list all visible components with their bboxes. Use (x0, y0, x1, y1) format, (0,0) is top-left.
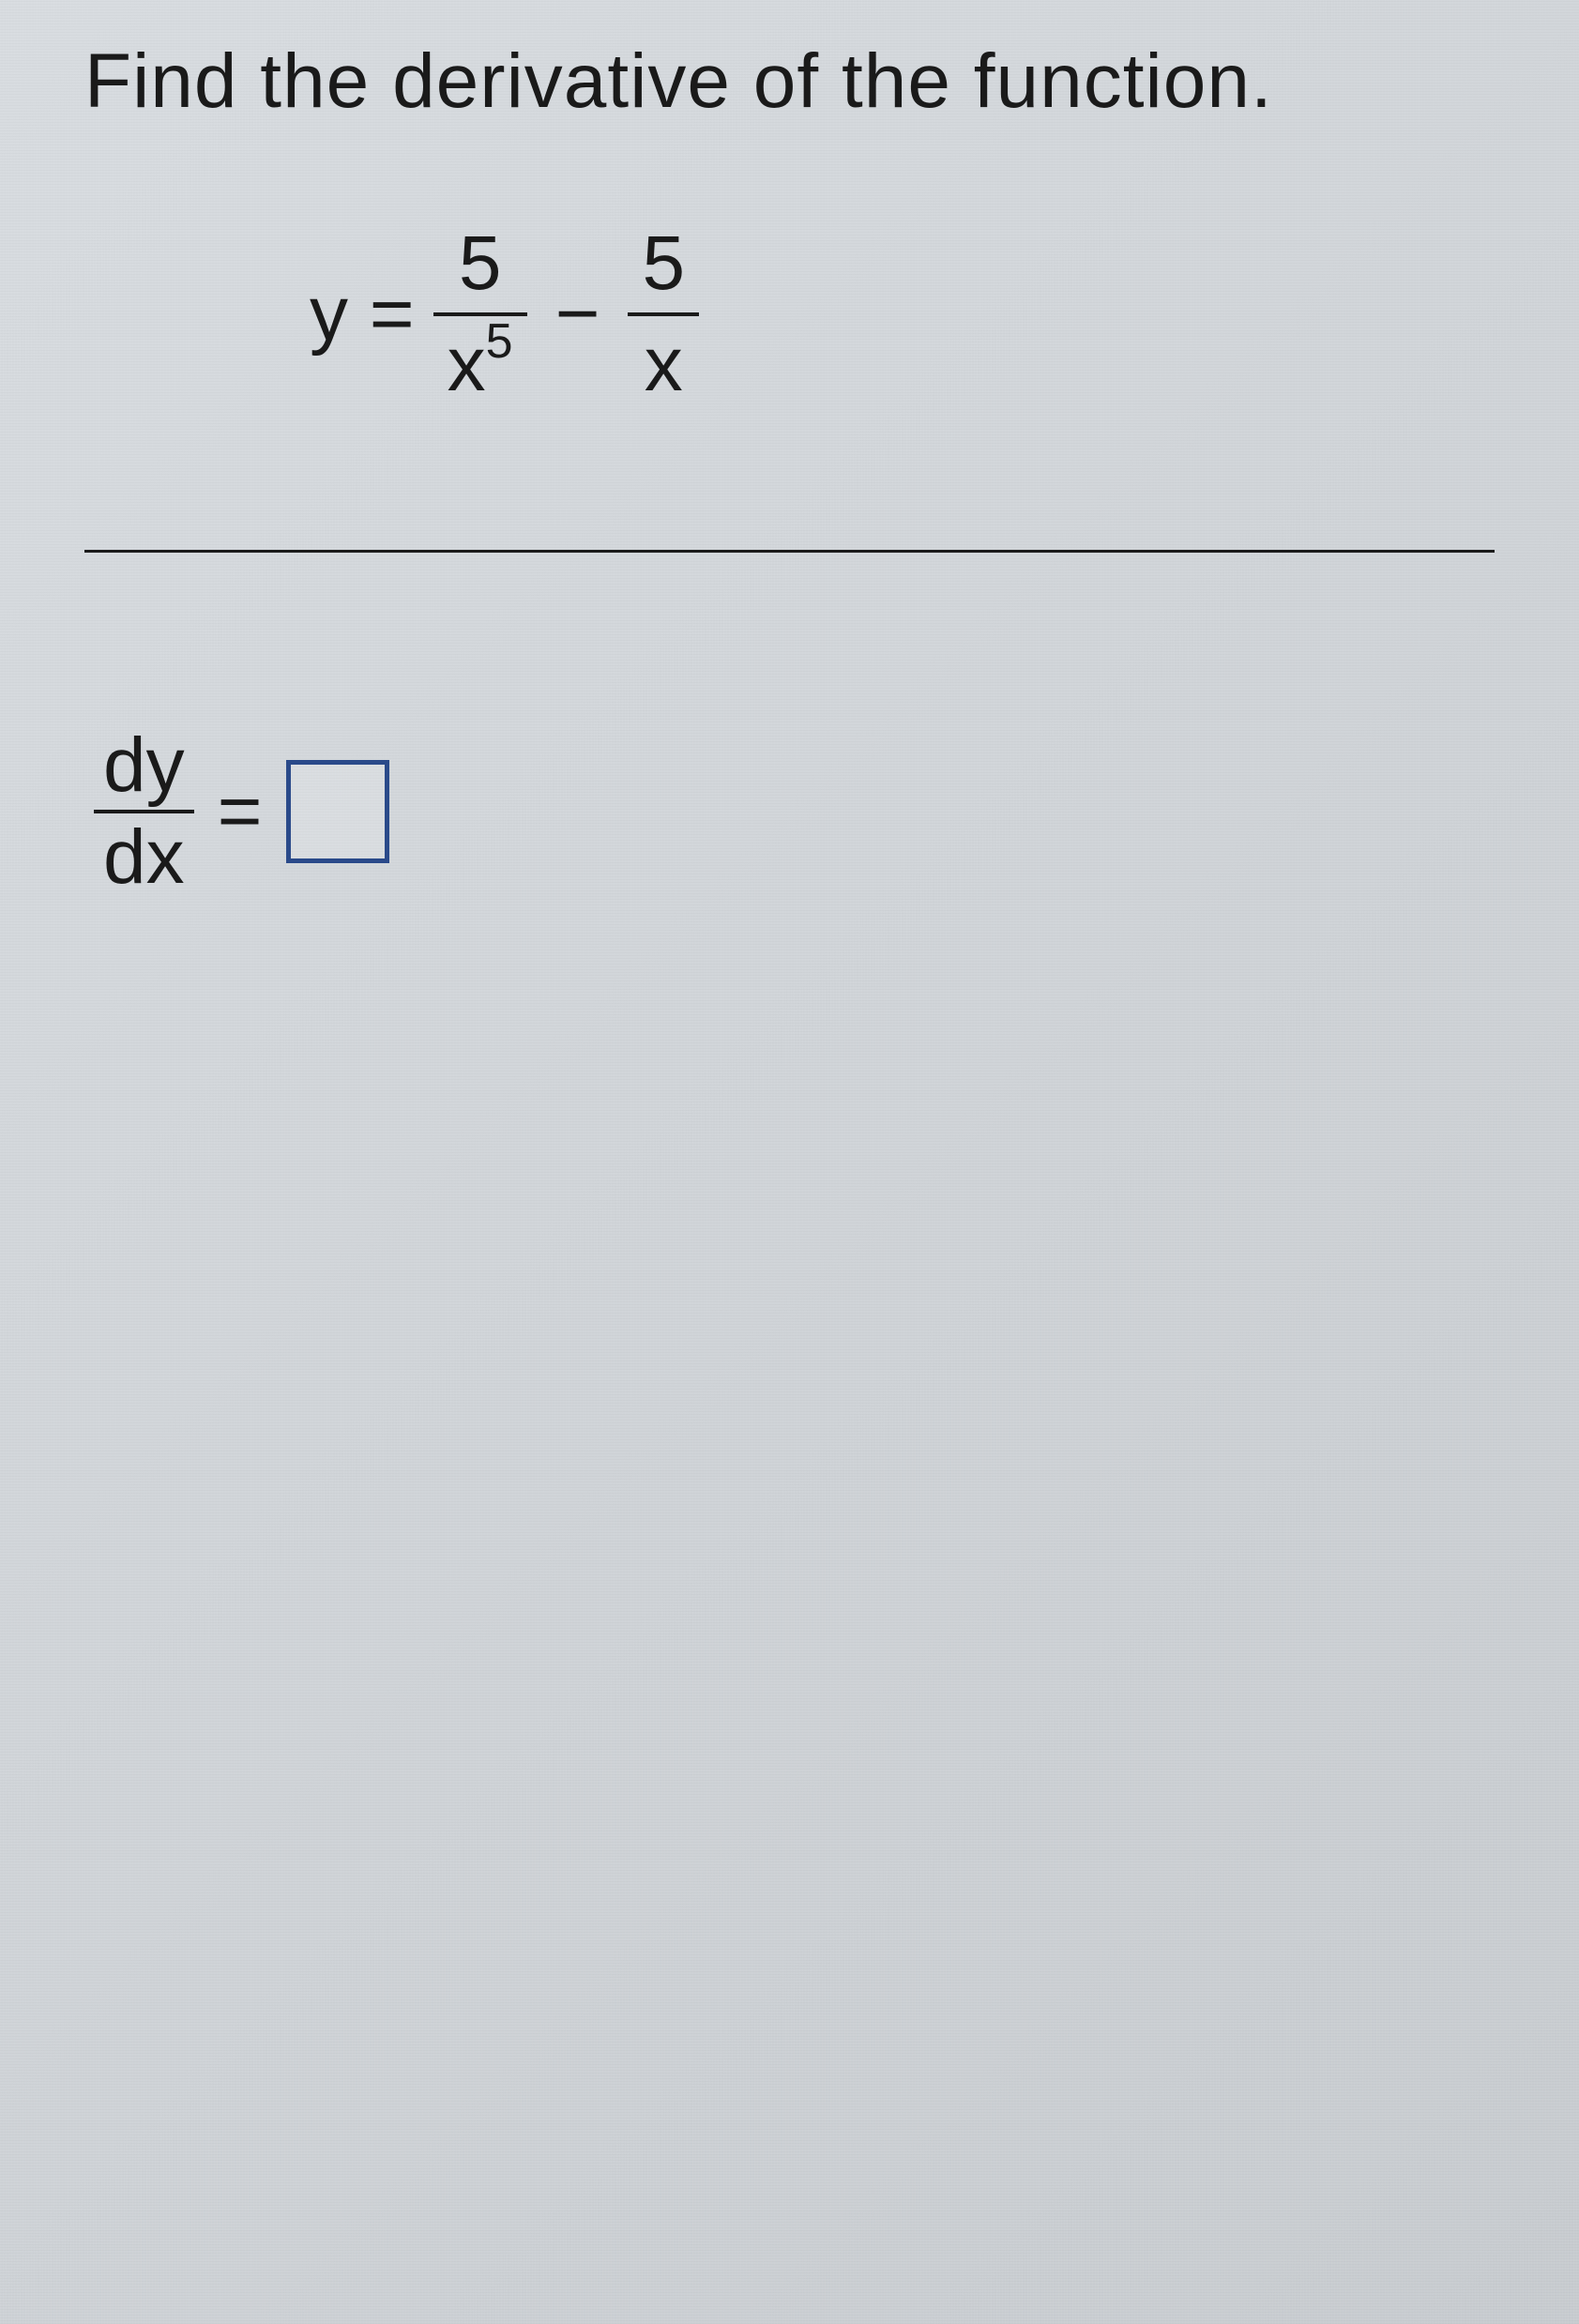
answer-row: dy dx = (94, 722, 1495, 902)
fraction-term-2: 5 x (628, 220, 699, 409)
minus-operator: − (555, 270, 600, 358)
denominator-exponent: 5 (486, 314, 513, 369)
dydx-fraction: dy dx (94, 722, 194, 902)
dydx-numerator: dy (94, 722, 194, 810)
answer-input-box[interactable] (286, 760, 389, 863)
section-divider (84, 550, 1495, 553)
denominator-1: x5 (433, 316, 527, 409)
fraction-term-1: 5 x5 (433, 220, 527, 409)
equation-lhs: y = (310, 270, 415, 358)
numerator-2: 5 (628, 220, 699, 312)
denominator-base: x (448, 322, 486, 407)
problem-container: Find the derivative of the function. y =… (0, 0, 1579, 939)
equation: y = 5 x5 − 5 x (310, 220, 1495, 409)
instruction-text: Find the derivative of the function. (84, 38, 1495, 126)
dydx-denominator: dx (94, 813, 194, 902)
denominator-2: x (630, 316, 697, 409)
numerator-1: 5 (445, 220, 516, 312)
equals-sign: = (218, 767, 263, 856)
